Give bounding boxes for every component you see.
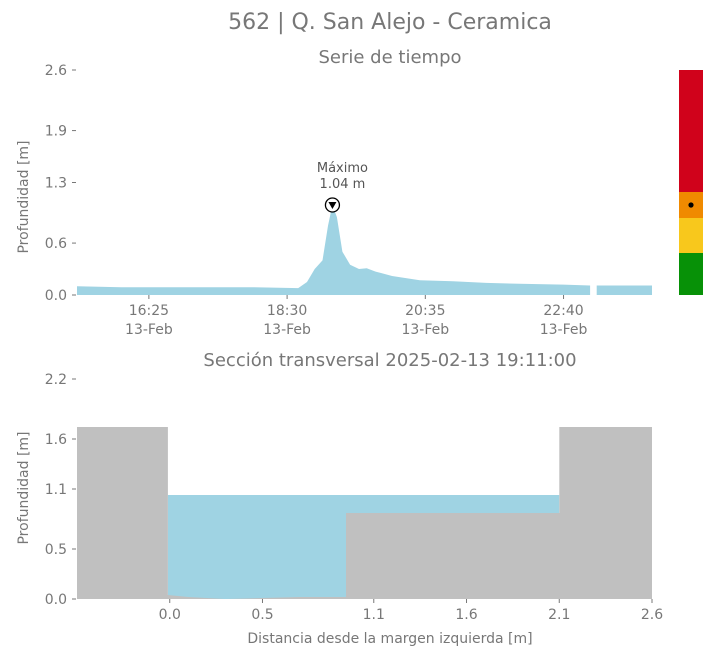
risk-level-rojo xyxy=(679,70,703,192)
timeseries-ylabel: Profundidad [m] xyxy=(16,140,32,253)
ground-profile xyxy=(77,427,652,599)
risk-bar xyxy=(679,70,703,295)
timeseries-xtick-label: 22:40 xyxy=(543,303,583,319)
timeseries-xtick-date: 13-Feb xyxy=(540,322,588,338)
timeseries-plot: 0.0 0.6 1.3 1.9 2.6 16:25 13-Feb 18:30 13-Feb 20:… xyxy=(45,63,652,338)
section-xlabel: Distancia desde la margen izquierda [m] xyxy=(247,631,532,647)
section-ytick-label: 0.5 xyxy=(45,542,67,558)
figure-title: 562 | Q. San Alejo - Ceramica xyxy=(228,10,552,35)
timeseries-xtick-date: 13-Feb xyxy=(125,322,173,338)
timeseries-ytick-label: 2.6 xyxy=(45,63,67,79)
timeseries-ytick-label: 0.6 xyxy=(45,236,67,252)
max-annotation-label: Máximo xyxy=(317,161,368,176)
timeseries-ytick-label: 0.0 xyxy=(45,288,67,304)
max-annotation-value: 1.04 m xyxy=(320,177,366,192)
timeseries-ytick-label: 1.3 xyxy=(45,176,67,192)
section-ytick-label: 1.1 xyxy=(45,482,67,498)
timeseries-xtick-date: 13-Feb xyxy=(263,322,311,338)
timeseries-xtick-date: 13-Feb xyxy=(401,322,449,338)
section-title: Sección transversal 2025-02-13 19:11:00 xyxy=(203,350,576,371)
cross-section-plot: 0.0 0.5 1.1 1.6 2.2 0.0 0.5 1.1 1.6 2.1 2.6 xyxy=(45,372,663,623)
section-xtick-label: 1.1 xyxy=(363,607,385,623)
risk-level-amarillo xyxy=(679,218,703,253)
section-xtick-label: 2.6 xyxy=(641,607,663,623)
section-ytick-label: 1.6 xyxy=(45,432,67,448)
timeseries-ytick-label: 1.9 xyxy=(45,124,67,140)
timeseries-xtick-label: 18:30 xyxy=(267,303,307,319)
timeseries-xtick-label: 20:35 xyxy=(405,303,445,319)
section-xtick-label: 0.5 xyxy=(251,607,273,623)
section-ytick-label: 0.0 xyxy=(45,592,67,608)
section-ytick-label: 2.2 xyxy=(45,372,67,388)
section-xtick-label: 1.6 xyxy=(455,607,477,623)
section-xtick-label: 0.0 xyxy=(159,607,181,623)
timeseries-area-segment-1 xyxy=(596,285,652,295)
section-ylabel: Profundidad [m] xyxy=(16,431,32,544)
timeseries-area-segment-0 xyxy=(77,205,591,295)
risk-level-verde xyxy=(679,253,703,295)
timeseries-title: Serie de tiempo xyxy=(318,47,461,68)
max-marker-icon xyxy=(328,202,337,209)
section-xtick-label: 2.1 xyxy=(548,607,570,623)
timeseries-xtick-label: 16:25 xyxy=(129,303,169,319)
current-level-indicator xyxy=(688,202,694,208)
